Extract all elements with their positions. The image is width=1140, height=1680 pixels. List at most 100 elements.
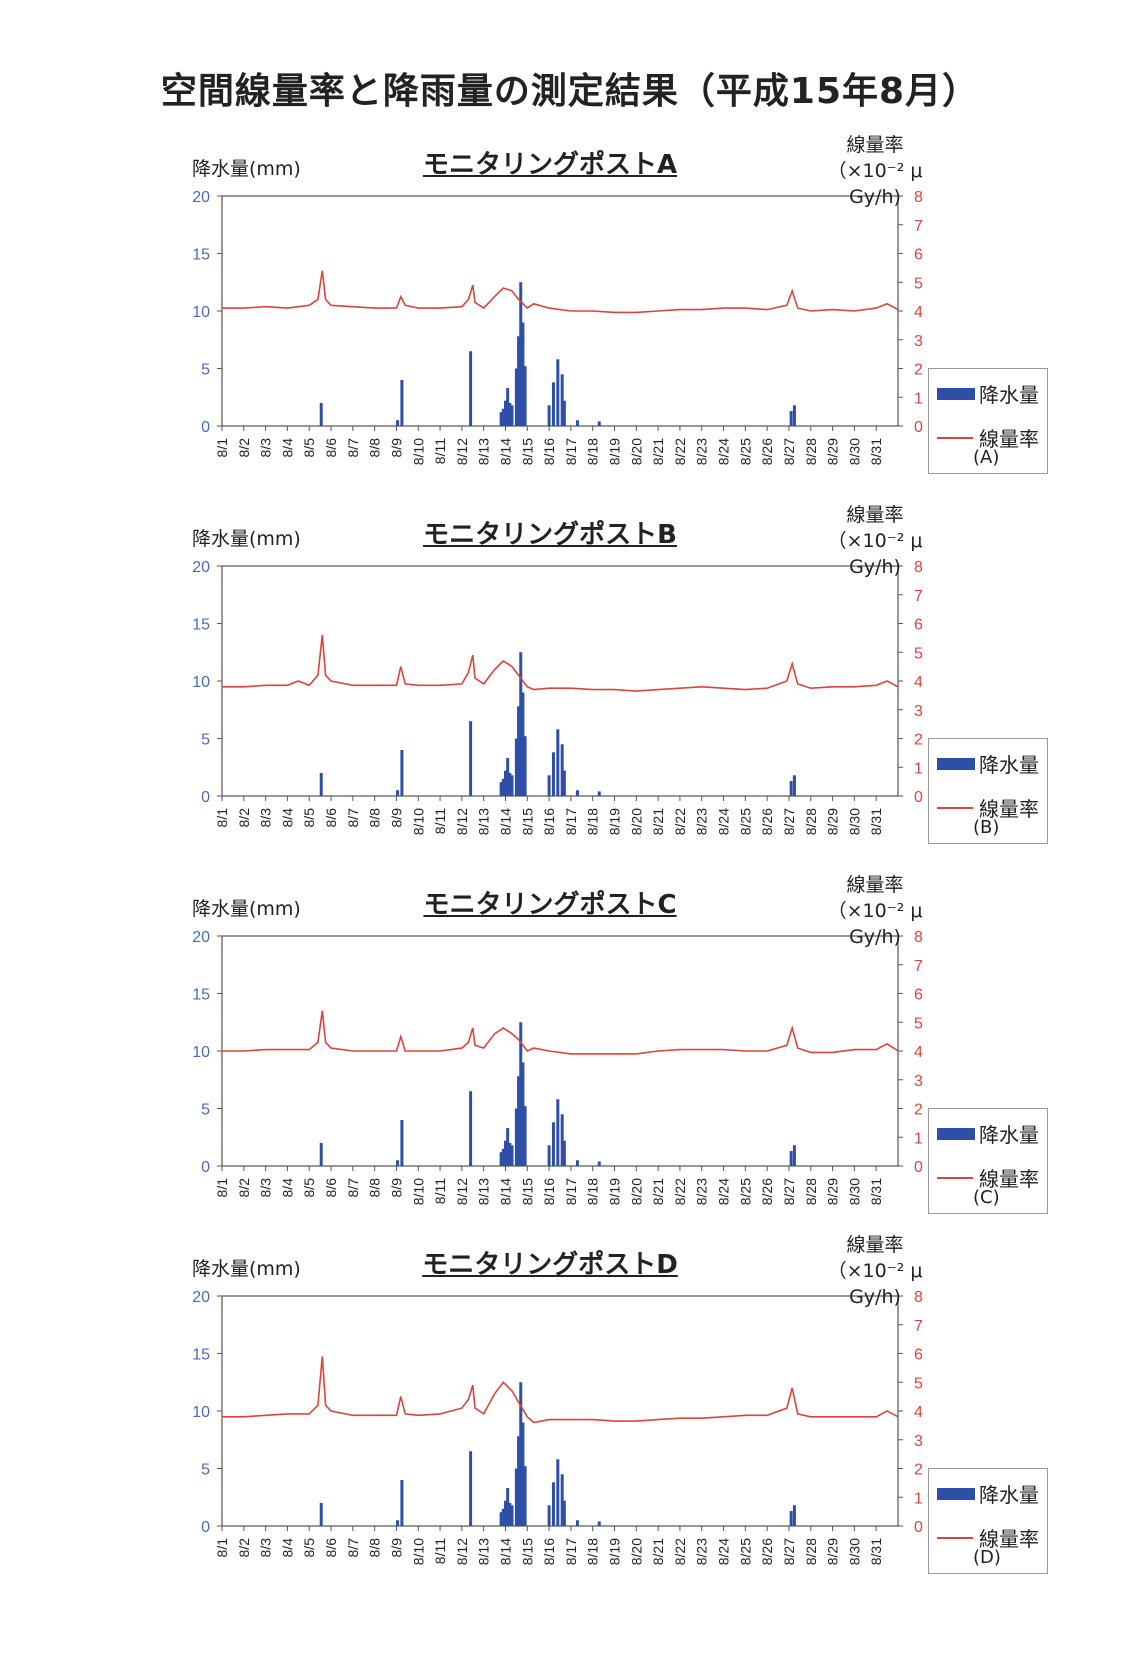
rain-bar bbox=[792, 1505, 796, 1526]
x-tick-label: 8/10 bbox=[410, 438, 426, 465]
legend-label-rain: 降水量 bbox=[979, 383, 1039, 407]
x-tick-label: 8/24 bbox=[716, 808, 732, 835]
x-tick-label: 8/23 bbox=[694, 1178, 710, 1205]
x-tick-label: 8/17 bbox=[563, 1538, 579, 1565]
y2-tick-label: 6 bbox=[914, 1347, 923, 1364]
x-tick-label: 8/16 bbox=[541, 1178, 557, 1205]
x-tick-label: 8/14 bbox=[497, 438, 513, 465]
y2-axis-label: 線量率 （×10⁻² μ Gy/h) bbox=[800, 502, 950, 580]
rain-bar bbox=[499, 412, 503, 426]
y-tick-label: 20 bbox=[192, 929, 210, 946]
x-tick-label: 8/23 bbox=[694, 808, 710, 835]
rain-bar bbox=[792, 405, 796, 426]
y-tick-label: 0 bbox=[201, 1159, 210, 1176]
y2-tick-label: 0 bbox=[914, 1519, 923, 1536]
legend: 降水量 線量率 (A) bbox=[928, 368, 1048, 474]
x-tick-label: 8/12 bbox=[454, 808, 470, 835]
rain-bar bbox=[396, 420, 400, 426]
y-tick-label: 5 bbox=[201, 362, 210, 379]
x-tick-label: 8/2 bbox=[236, 1178, 252, 1198]
x-tick-label: 8/28 bbox=[803, 438, 819, 465]
x-tick-label: 8/4 bbox=[279, 438, 295, 458]
rain-bar bbox=[508, 1143, 512, 1166]
x-tick-label: 8/27 bbox=[781, 808, 797, 835]
x-tick-label: 8/22 bbox=[672, 438, 688, 465]
x-tick-label: 8/12 bbox=[454, 1538, 470, 1565]
y2-tick-label: 1 bbox=[914, 1130, 923, 1147]
rain-bar bbox=[560, 1474, 564, 1526]
x-tick-label: 8/21 bbox=[650, 1538, 666, 1565]
legend-swatch-rain bbox=[937, 387, 975, 400]
x-tick-label: 8/13 bbox=[476, 1538, 492, 1565]
rain-bar bbox=[517, 1076, 521, 1166]
x-tick-label: 8/1 bbox=[214, 1178, 230, 1198]
x-tick-label: 8/7 bbox=[345, 808, 361, 828]
legend-label-dose: 線量率 bbox=[979, 1167, 1039, 1191]
rain-bar bbox=[501, 778, 505, 796]
rain-bar bbox=[503, 400, 507, 426]
rain-bar bbox=[575, 790, 579, 796]
rain-bar bbox=[499, 1512, 503, 1526]
rain-bar bbox=[789, 781, 793, 796]
y2-tick-label: 8 bbox=[914, 559, 923, 576]
rain-bar bbox=[597, 1521, 601, 1526]
rain-bar bbox=[501, 1508, 505, 1526]
y-axis-label: 降水量(mm) bbox=[192, 528, 301, 550]
x-tick-label: 8/1 bbox=[214, 438, 230, 458]
rain-bar bbox=[597, 421, 601, 426]
x-tick-label: 8/28 bbox=[803, 1178, 819, 1205]
x-tick-label: 8/5 bbox=[301, 808, 317, 828]
rain-bar bbox=[510, 775, 514, 796]
rain-bar bbox=[517, 706, 521, 796]
rain-bar bbox=[319, 403, 323, 426]
rain-bar bbox=[551, 1122, 555, 1166]
x-tick-label: 8/17 bbox=[563, 1178, 579, 1205]
x-tick-label: 8/13 bbox=[476, 808, 492, 835]
legend-label-dose: 線量率 bbox=[979, 797, 1039, 821]
y-tick-label: 10 bbox=[192, 674, 210, 691]
x-tick-label: 8/20 bbox=[628, 1538, 644, 1565]
rain-bar bbox=[319, 1143, 323, 1166]
x-tick-label: 8/18 bbox=[585, 438, 601, 465]
x-tick-label: 8/25 bbox=[737, 808, 753, 835]
legend-label-dose: 線量率 bbox=[979, 427, 1039, 451]
x-tick-label: 8/21 bbox=[650, 1178, 666, 1205]
y-tick-label: 10 bbox=[192, 304, 210, 321]
rain-bar bbox=[523, 736, 527, 796]
x-tick-label: 8/13 bbox=[476, 1178, 492, 1205]
rain-bar bbox=[469, 1091, 473, 1166]
y2-tick-label: 5 bbox=[914, 645, 923, 662]
legend-swatch-dose bbox=[937, 1176, 973, 1179]
rain-bar bbox=[519, 1382, 523, 1526]
x-tick-label: 8/3 bbox=[258, 438, 274, 458]
x-tick-label: 8/22 bbox=[672, 1178, 688, 1205]
x-tick-label: 8/31 bbox=[868, 1178, 884, 1205]
plot-frame bbox=[221, 935, 899, 1167]
rain-bar bbox=[503, 770, 507, 796]
rain-bar bbox=[506, 1128, 510, 1166]
y2-label-line1: 線量率 bbox=[846, 874, 904, 896]
y-tick-label: 0 bbox=[201, 419, 210, 436]
rain-bar bbox=[319, 773, 323, 796]
x-tick-label: 8/16 bbox=[541, 1538, 557, 1565]
rain-bar bbox=[521, 1062, 525, 1166]
rain-bar bbox=[792, 775, 796, 796]
x-tick-label: 8/11 bbox=[432, 1538, 448, 1564]
y2-tick-label: 0 bbox=[914, 1159, 923, 1176]
y2-label-line1: 線量率 bbox=[846, 1234, 904, 1256]
rain-bar bbox=[319, 1503, 323, 1526]
x-tick-label: 8/8 bbox=[367, 808, 383, 828]
rain-bar bbox=[514, 1108, 518, 1166]
legend-swatch-rain bbox=[937, 1127, 975, 1140]
x-tick-label: 8/25 bbox=[737, 1538, 753, 1565]
legend-sub-label: (C) bbox=[973, 1187, 1000, 1208]
y2-tick-label: 6 bbox=[914, 247, 923, 264]
x-tick-label: 8/30 bbox=[846, 1538, 862, 1565]
rain-bar bbox=[560, 744, 564, 796]
x-tick-label: 8/29 bbox=[825, 438, 841, 465]
rain-bar bbox=[519, 282, 523, 426]
x-tick-label: 8/28 bbox=[803, 808, 819, 835]
rain-bar bbox=[547, 405, 551, 426]
rain-bar bbox=[556, 359, 560, 426]
x-tick-label: 8/27 bbox=[781, 1538, 797, 1565]
